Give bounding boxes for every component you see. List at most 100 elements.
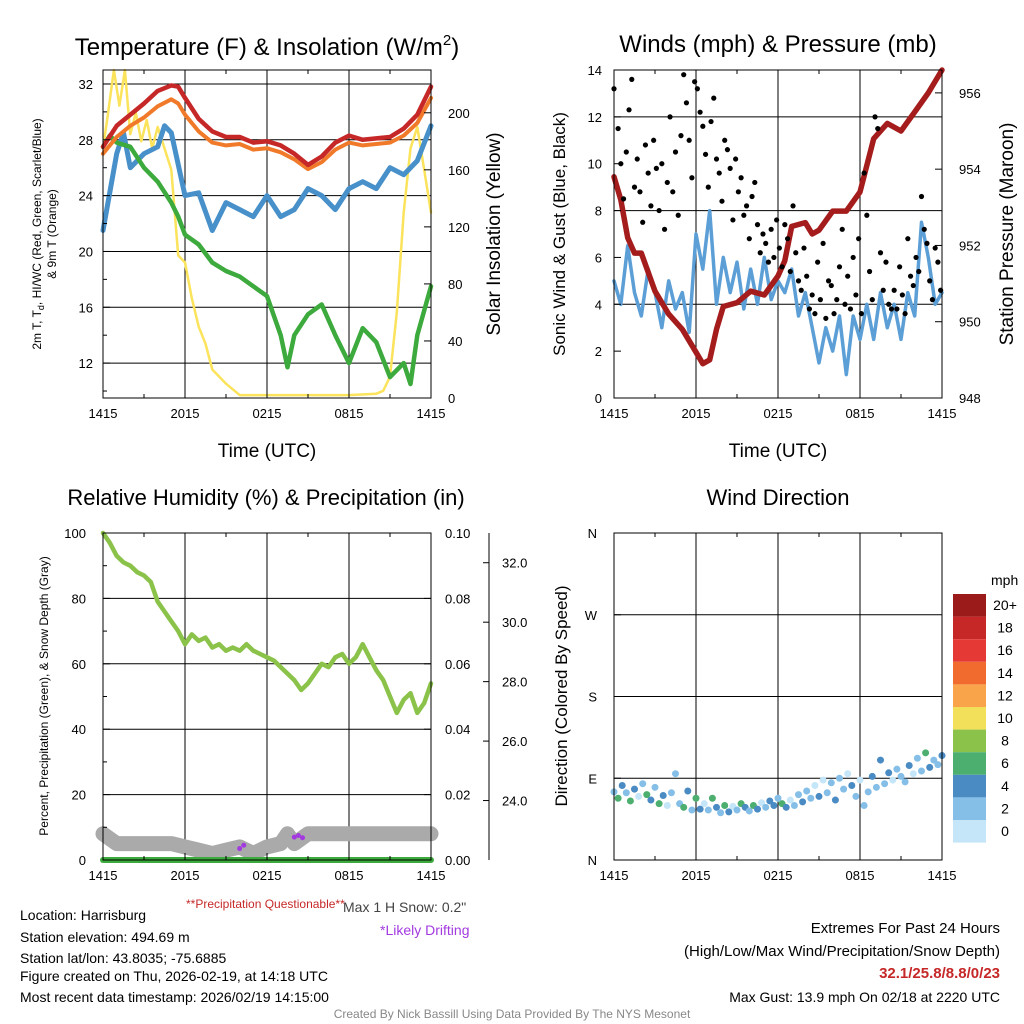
gust-point <box>713 156 720 162</box>
gust-point <box>645 170 651 176</box>
wind-y-left-tick-label: 6 <box>595 250 602 265</box>
gust-point <box>681 72 687 78</box>
dir-point <box>618 782 626 790</box>
gust-point <box>708 118 714 125</box>
wind-y-right-tick-label: 954 <box>959 162 981 177</box>
dir-x-tick-label: 2015 <box>682 868 711 883</box>
gust-point <box>866 268 873 275</box>
temp-series-t2m <box>100 83 434 168</box>
likely-drifting-note: *Likely Drifting <box>380 922 470 938</box>
gust-point <box>918 193 925 200</box>
dir-point <box>922 749 930 757</box>
gust-point <box>913 254 919 261</box>
temp-y-left-label: 2m T, Td, HI/WC (Red, Green, Scarlet/Blu… <box>30 118 46 349</box>
rh-precip-tick-label: 0.10 <box>445 526 470 541</box>
legend-label: 12 <box>997 687 1013 703</box>
gust-point <box>806 306 813 312</box>
dir-point <box>672 770 679 778</box>
gust-point <box>730 217 736 223</box>
gust-point <box>883 259 889 265</box>
wind-x-tick-label: 0215 <box>764 406 793 421</box>
precip-questionable-note: **Precipitation Questionable** <box>186 897 345 911</box>
gust-point <box>891 287 897 293</box>
dir-y-left-label: Direction (Colored By Speed) <box>552 585 571 806</box>
gust-point <box>804 273 810 279</box>
temp-x-label: Time (UTC) <box>218 441 317 462</box>
rh-axes: 1415 2015 0215 0815 14150204060801000.000.02… <box>64 526 527 883</box>
dir-point <box>639 780 647 788</box>
wind-x-tick-label: 1415 <box>600 406 629 421</box>
gust-point <box>634 156 640 162</box>
dir-point <box>659 792 667 800</box>
gust-point <box>626 107 632 113</box>
dir-title: Wind Direction <box>706 485 849 510</box>
dir-point <box>688 806 696 814</box>
dir-point <box>667 789 675 797</box>
gust-point <box>735 189 741 195</box>
gust-point <box>872 114 878 120</box>
location-text: Location: Harrisburg <box>20 907 147 923</box>
gust-point <box>801 245 807 251</box>
temp-series-t9m <box>101 95 433 172</box>
dir-point <box>881 780 889 788</box>
gust-point <box>738 175 744 181</box>
temp-title: Temperature (F) & Insolation (W/m2) <box>75 32 459 61</box>
wind-title: Winds (mph) & Pressure (mb) <box>619 31 936 58</box>
wind-y-right-tick-label: 950 <box>959 315 981 330</box>
gust-point <box>757 250 763 256</box>
dir-x-tick-label: 0815 <box>846 868 875 883</box>
legend-swatch <box>953 684 986 707</box>
gust-point <box>820 240 826 246</box>
gust-point <box>894 306 900 312</box>
temp-y-left-label-line2: & 9m T (Orange) <box>45 189 59 279</box>
dir-point <box>758 799 766 807</box>
gust-point <box>771 254 777 261</box>
temp-y-right-label: Solar Insolation (Yellow) <box>484 132 505 335</box>
legend-swatch <box>953 774 986 798</box>
dir-point <box>864 788 872 796</box>
legend-swatch <box>953 661 986 685</box>
wind-y-right-tick-label: 948 <box>959 391 981 406</box>
legend-title: mph <box>991 572 1018 588</box>
legend-swatch <box>953 639 986 662</box>
dir-point <box>635 792 643 800</box>
gust-point <box>921 226 927 232</box>
gust-point <box>831 311 837 317</box>
dir-point <box>774 794 782 802</box>
credit-text: Created By Nick Bassill Using Data Provi… <box>333 1007 691 1021</box>
gust-point <box>642 142 649 148</box>
elevation-text: Station elevation: 494.69 m <box>20 929 190 945</box>
gust-point <box>623 149 629 155</box>
gust-point <box>763 240 769 246</box>
dir-point <box>831 796 839 804</box>
gust-point <box>743 203 750 209</box>
gust-point <box>776 245 782 251</box>
dir-point <box>827 779 835 787</box>
gust-point <box>924 240 930 246</box>
rh-y-left-tick-label: 40 <box>72 722 86 737</box>
wind-y-left-tick-label: 8 <box>595 204 602 219</box>
gust-point <box>861 170 867 176</box>
dir-point <box>631 785 638 793</box>
dir-gridlines <box>614 533 942 860</box>
snow-axis-tick-label: 26.0 <box>502 734 527 749</box>
temp-axes: 1415 2015 0215 0815 1415 12 16 20 24 28 32 0 40 80 120… <box>79 70 470 421</box>
dir-point <box>762 803 770 811</box>
dir-point <box>713 803 720 811</box>
wind-x-label: Time (UTC) <box>729 441 828 462</box>
gust-point <box>880 287 886 293</box>
legend-label: 14 <box>997 665 1013 681</box>
gust-point <box>809 292 815 298</box>
temp-x-tick-label: 1415 <box>417 406 446 421</box>
dir-point <box>909 770 917 778</box>
legend-swatch <box>953 616 986 640</box>
temp-y-left-tick-label: 32 <box>79 77 93 92</box>
gust-point <box>637 189 643 195</box>
dir-point <box>721 802 729 809</box>
temp-series-hiwc <box>100 123 434 233</box>
dir-point <box>848 782 856 790</box>
gust-point <box>754 222 761 228</box>
gust-point <box>678 133 684 139</box>
